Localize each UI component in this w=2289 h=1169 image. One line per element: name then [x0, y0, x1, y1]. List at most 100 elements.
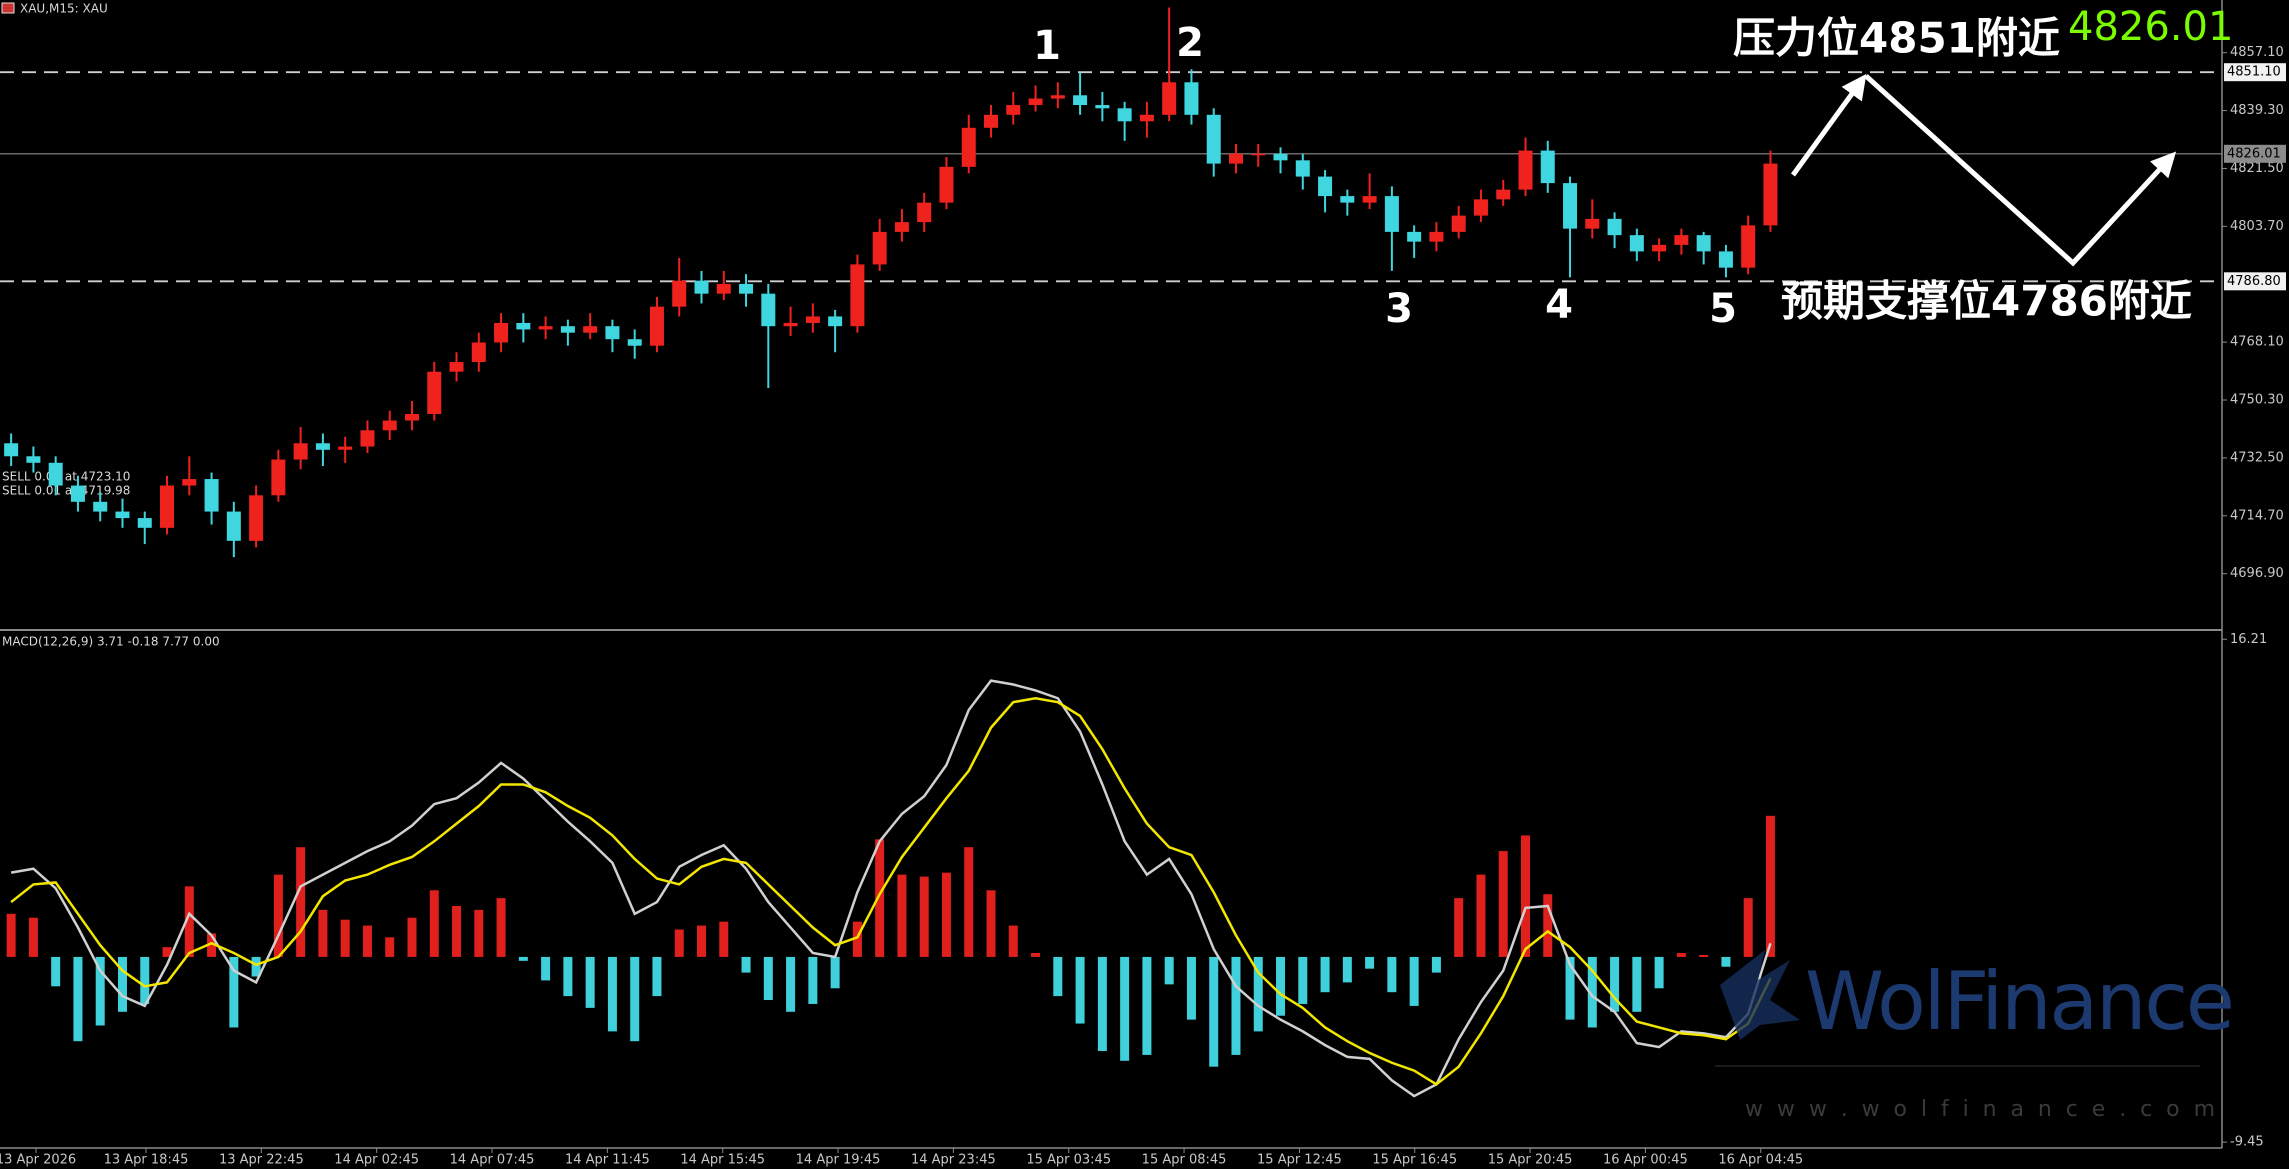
histogram-bar — [1209, 956, 1219, 1067]
histogram-bar — [1654, 956, 1664, 989]
candle-body — [1384, 196, 1399, 232]
candle-body — [249, 495, 264, 541]
candle-body — [1073, 95, 1088, 106]
price-line-box — [2224, 272, 2286, 291]
candle-body — [939, 166, 954, 203]
candle-body — [115, 511, 130, 519]
histogram-bar — [429, 890, 439, 957]
histogram-bar — [1587, 956, 1597, 1028]
candle-body — [1540, 150, 1555, 184]
candle-body — [1496, 189, 1511, 200]
y-tick-label: 4839.30 — [2230, 103, 2284, 118]
candle-body — [783, 322, 798, 327]
y-tick-label: 4803.70 — [2230, 219, 2284, 234]
current-price-note: 4826.01 — [2068, 4, 2233, 50]
candle-body — [1585, 218, 1600, 229]
x-tick-label: 15 Apr 12:45 — [1257, 1153, 1342, 1168]
histogram-bar — [51, 956, 61, 987]
candle-body — [1340, 196, 1355, 203]
histogram-bar — [741, 956, 751, 973]
candle-body — [850, 264, 865, 327]
histogram-bar — [207, 933, 217, 957]
histogram-bar — [964, 847, 974, 957]
candle-body — [204, 479, 219, 512]
resistance-note: 压力位4851附近 — [1733, 14, 2060, 63]
candle-body — [1206, 114, 1221, 164]
histogram-bar — [1610, 956, 1620, 1012]
candle-body — [449, 361, 464, 372]
candle-body — [1674, 235, 1689, 245]
histogram-bar — [830, 956, 840, 989]
price-line-box — [2224, 63, 2286, 82]
histogram-bar — [1765, 815, 1775, 957]
histogram-bar — [607, 956, 617, 1032]
histogram-bar — [697, 925, 707, 957]
histogram-bar — [1053, 956, 1063, 997]
histogram-bar — [1365, 956, 1375, 969]
histogram-bar — [1721, 956, 1731, 967]
candle-body — [583, 326, 598, 333]
candle-body — [382, 420, 397, 431]
candle-body — [516, 322, 531, 330]
histogram-bar — [1498, 851, 1508, 957]
y-tick-label: 4732.50 — [2230, 450, 2284, 465]
histogram-bar — [1142, 956, 1152, 1055]
histogram-bar — [1298, 956, 1308, 1004]
arrow-up — [1790, 73, 1867, 177]
candle-body — [1318, 176, 1333, 197]
watermark-brand: WolFinance — [1805, 955, 2235, 1048]
candle-body — [828, 316, 843, 327]
histogram-bar — [1008, 925, 1018, 957]
histogram-bar — [875, 839, 885, 957]
histogram-bar — [719, 921, 729, 957]
candle-body — [1095, 105, 1110, 109]
candle-body — [1741, 225, 1756, 268]
candle-body — [1228, 153, 1243, 164]
histogram-bar — [1231, 956, 1241, 1055]
histogram-bar — [1676, 953, 1686, 957]
watermark-logo — [1720, 950, 1800, 1040]
order-label: SELL 0.01 at 4719.98 — [2, 484, 130, 498]
histogram-bar — [496, 898, 506, 957]
y-tick-label: -9.45 — [2230, 1135, 2264, 1150]
price-line-label: 4826.01 — [2227, 146, 2281, 161]
candle-body — [4, 443, 19, 457]
histogram-bar — [763, 956, 773, 1001]
candle-body — [160, 485, 175, 528]
histogram-bar — [362, 925, 372, 957]
y-tick-label: 4714.70 — [2230, 508, 2284, 523]
histogram-bar — [251, 956, 261, 977]
wave-label: 1 — [1033, 23, 1061, 69]
histogram-bar — [1276, 956, 1286, 1016]
candle-body — [1763, 163, 1778, 226]
x-tick-label: 15 Apr 08:45 — [1142, 1153, 1227, 1168]
histogram-bar — [852, 921, 862, 957]
y-tick-label: 4750.30 — [2230, 393, 2284, 408]
x-tick-label: 16 Apr 04:45 — [1718, 1153, 1803, 1168]
wave-label: 2 — [1176, 20, 1204, 66]
arrow-path — [1864, 74, 2177, 267]
candle-body — [1295, 160, 1310, 177]
symbol-flag — [1, 2, 15, 14]
candle-body — [1718, 251, 1733, 268]
candle-body — [1273, 153, 1288, 161]
histogram-bar — [1543, 894, 1553, 957]
wave-label: 5 — [1709, 286, 1737, 332]
histogram-bar — [1120, 956, 1130, 1061]
x-tick-label: 15 Apr 20:45 — [1488, 1153, 1573, 1168]
candle-body — [1652, 244, 1667, 252]
histogram-bar — [941, 872, 951, 957]
candle-body — [1050, 95, 1065, 99]
candle-body — [1518, 150, 1533, 190]
x-tick-label: 13 Apr 2026 — [0, 1153, 76, 1168]
wave-label: 3 — [1385, 286, 1413, 332]
histogram-bar — [1454, 898, 1464, 957]
histogram-bar — [184, 886, 194, 957]
histogram-bar — [585, 956, 595, 1008]
symbol-label: XAU,M15: XAU — [20, 2, 108, 16]
histogram-bar — [808, 956, 818, 1004]
histogram-bar — [1320, 956, 1330, 993]
histogram-bar — [452, 905, 462, 957]
histogram-bar — [897, 874, 907, 957]
histogram-bar — [1743, 898, 1753, 957]
